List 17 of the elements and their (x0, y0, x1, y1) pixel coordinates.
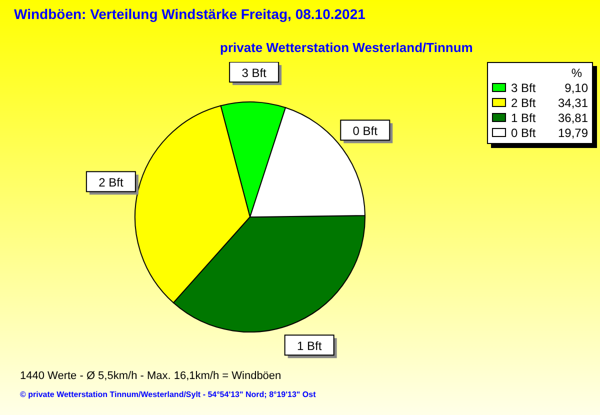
text: 1440 Werte - Ø 5,5km/h - Max. 16,1km/h = Windböen (20, 370, 282, 382)
legend-label: 3 Bft (511, 80, 537, 94)
chart-subtitle: private Wetterstation Westerland/Tinnum (220, 40, 473, 55)
slice-label: 3 Bft (242, 66, 268, 80)
slice-label: 2 Bft (98, 176, 124, 190)
data-label: 19,79 (556, 126, 588, 140)
slice-label: 1 Bft (296, 339, 322, 354)
data-label: 34,31 (556, 96, 588, 110)
text: © private Wetterstation Tinnum/Westerland/Sylt - 54°54'13" Nord; 8°19'13" Ost (20, 390, 316, 399)
chart-title: Windböen: Verteilung Windstärke Freitag, 08.10.2021 (14, 6, 366, 22)
data-label: 36,81 (556, 110, 588, 124)
slice-label: 0 Bft (352, 124, 378, 138)
legend-label: 2 Bft (511, 96, 537, 110)
legend-label: 0 Bft (511, 126, 537, 140)
data-label: 9,10 (564, 80, 588, 94)
legend-label: 1 Bft (511, 110, 537, 124)
legend-title: % (570, 66, 583, 80)
